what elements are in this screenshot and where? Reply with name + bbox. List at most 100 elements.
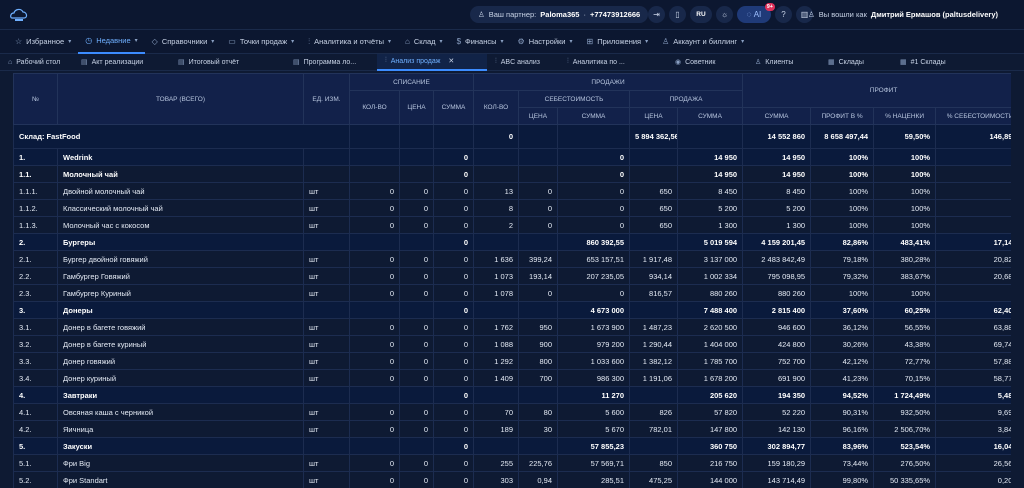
header-sales-qty[interactable]: КОЛ-ВО (473, 90, 519, 125)
table-cell: 207 235,05 (557, 267, 630, 285)
ai-assistant-button[interactable]: ◌ AI 9+ (737, 3, 775, 23)
table-row[interactable]: 2.2. Гамбургер Говяжий шт 0 0 0 1 073 193,14 207… (13, 267, 1011, 285)
header-profit-pct[interactable]: ПРОФИТ В % (810, 107, 875, 125)
table-row[interactable]: 3.1. Донер в багете говяжий шт 0 0 0 1 762 950 1… (13, 318, 1011, 336)
header-cost-sum[interactable]: СУММА (557, 107, 630, 125)
tab-4[interactable]: ⫶ Анализ продаж ✕ (377, 53, 487, 71)
nav-item-1[interactable]: ◷ Недавние ▾ (78, 30, 145, 54)
app-logo[interactable] (8, 6, 30, 24)
tab-0[interactable]: ⌂ Рабочий стол (0, 54, 73, 71)
table-row[interactable]: 4. Завтраки 0 11 270 205 620 194 350 94,52% 1 7… (13, 386, 1011, 404)
table-cell: 57,88% (935, 352, 1011, 370)
table-row[interactable]: Склад: FastFood 0 5 894 362,56 14 552 860 8 … (13, 124, 1011, 149)
row-number: 1.1.3. (13, 216, 58, 234)
table-row[interactable]: 3.3. Донер говяжий шт 0 0 0 1 292 800 1 033 600 1… (13, 352, 1011, 370)
tab-2[interactable]: ▤ Итоговый отчёт (170, 54, 285, 71)
table-row[interactable]: 5.2. Фри Standart шт 0 0 0 303 0,94 285,51 475,25… (13, 471, 1011, 488)
tab-7[interactable]: ◉ Советник (667, 54, 747, 71)
nav-icon: ⫶ (308, 36, 311, 46)
language-button[interactable]: RU (690, 6, 712, 23)
nav-item-4[interactable]: ⫶ Аналитика и отчёты ▾ (301, 30, 398, 54)
table-row[interactable]: 5. Закуски 0 57 855,23 360 750 302 894,77 83,9… (13, 437, 1011, 455)
table-row[interactable]: 5.1. Фри Big шт 0 0 0 255 225,76 57 569,71 850 216… (13, 454, 1011, 472)
table-row[interactable]: 2.3. Гамбургер Куриный шт 0 0 0 1 078 0 0 816,57 8… (13, 284, 1011, 302)
table-cell (349, 301, 400, 319)
table-cell (518, 233, 558, 251)
table-row[interactable]: 1. Wedrink 0 0 14 950 14 950 100% 100% (13, 148, 1011, 166)
header-profit-sum[interactable]: СУММА (742, 107, 812, 125)
tab-10[interactable]: ▦ #1 Склады (892, 54, 964, 71)
close-icon[interactable]: ✕ (448, 58, 455, 65)
nav-item-2[interactable]: ◇ Справочники ▾ (145, 30, 222, 54)
header-writeoff-sum[interactable]: СУММА (433, 90, 474, 125)
table-cell: шт (303, 216, 350, 234)
nav-item-5[interactable]: ⌂ Склад ▾ (398, 30, 450, 54)
table-cell: 1 078 (473, 284, 519, 302)
chevron-down-icon: ▾ (211, 39, 215, 45)
table-row[interactable]: 3.4. Донер куриный шт 0 0 0 1 409 700 986 300 1 1… (13, 369, 1011, 387)
table-cell (935, 182, 1011, 200)
table-row[interactable]: 4.1. Овсяная каша с черникой шт 0 0 0 70 80 5 60… (13, 403, 1011, 421)
row-number: 4.1. (13, 403, 58, 421)
layout-icon[interactable]: ▥ (796, 6, 813, 23)
table-row[interactable]: 2.1. Бургер двойной говяжий шт 0 0 0 1 636 399,… (13, 250, 1011, 268)
header-writeoff-qty[interactable]: КОЛ-ВО (349, 90, 400, 125)
table-cell: 0 (433, 403, 474, 421)
tab-1[interactable]: ▤ Акт реализации (73, 54, 170, 71)
header-writeoff-price[interactable]: ЦЕНА (399, 90, 434, 125)
table-cell: 0 (349, 420, 400, 438)
table-cell: 100% (873, 284, 937, 302)
help-icon[interactable]: ? (775, 6, 792, 23)
tab-6[interactable]: ⫶ Аналитика по ... (559, 54, 667, 71)
header-unit[interactable]: ЕД. ИЗМ. (303, 73, 350, 125)
theme-sun-icon[interactable]: ☼ (716, 6, 733, 23)
table-cell: 72,77% (873, 352, 937, 370)
nav-item-7[interactable]: ⚙ Настройки ▾ (511, 30, 580, 54)
table-row[interactable]: 3.2. Донер в багете куриный шт 0 0 0 1 088 900 9… (13, 335, 1011, 353)
nav-item-9[interactable]: ♙ Аккаунт и биллинг ▾ (655, 30, 751, 54)
table-cell: 0 (399, 284, 434, 302)
tab-5[interactable]: ⫶ ABC анализ (487, 54, 559, 71)
table-cell: 43,38% (873, 335, 937, 353)
table-row[interactable]: 1.1. Молочный чай 0 0 14 950 14 950 100% 100% (13, 165, 1011, 183)
table-row[interactable]: 2. Бургеры 0 860 392,55 5 019 594 4 159 201,4… (13, 233, 1011, 251)
header-item[interactable]: ТОВАР (ВСЕГО) (57, 73, 304, 125)
table-cell: 100% (810, 284, 875, 302)
table-cell: 146,89% (935, 124, 1011, 149)
table-row[interactable]: 4.2. Яичница шт 0 0 0 189 30 5 670 782,01 147 800 1… (13, 420, 1011, 438)
user-icon: ♙ (808, 10, 815, 19)
nav-icon: $ (456, 37, 462, 46)
table-row[interactable]: 1.1.2. Классический молочный чай шт 0 0 0 8 0 0 6… (13, 199, 1011, 217)
header-num[interactable]: № (13, 73, 58, 125)
header-cost-price[interactable]: ЦЕНА (518, 107, 558, 125)
nav-item-6[interactable]: $ Финансы ▾ (450, 30, 511, 54)
header-sale-price[interactable]: ЦЕНА (629, 107, 678, 125)
tab-9[interactable]: ▦ Склады (820, 54, 892, 71)
header-sale-sum[interactable]: СУММА (676, 107, 744, 125)
nav-item-0[interactable]: ☆ Избранное ▾ (8, 30, 78, 54)
user-menu[interactable]: ♙ Вы вошли как Дмитрий Ермашов (paltusde… (808, 10, 998, 19)
table-cell: шт (303, 420, 350, 438)
table-cell (473, 148, 519, 166)
table-cell: 826 (629, 403, 678, 421)
nav-item-3[interactable]: ▭ Точки продаж ▾ (221, 30, 301, 54)
header-markup-pct[interactable]: % НАЦЕНКИ (873, 107, 937, 125)
table-cell: 36,12% (810, 318, 875, 336)
product-name: Донер в багете говяжий (57, 318, 304, 336)
table-row[interactable]: 1.1.1. Двойной молочный чай шт 0 0 0 13 0 0 650 8 … (13, 182, 1011, 200)
sales-analysis-table-container[interactable]: № ТОВАР (ВСЕГО) ЕД. ИЗМ. СПИСАНИЕ ПРОДАЖ… (13, 73, 1011, 488)
table-row[interactable]: 1.1.3. Молочный час с кокосом шт 0 0 0 2 0 0 650 1… (13, 216, 1011, 234)
tab-8[interactable]: ♙ Клиенты (747, 54, 820, 71)
tab-bar: ⌂ Рабочий стол ▤ Акт реализации ▤ Итоговый от… (0, 53, 1024, 71)
table-cell: 1 300 (742, 216, 812, 234)
table-cell (473, 233, 519, 251)
table-cell: 0 (433, 369, 474, 387)
logout-icon[interactable]: ⇥ (648, 6, 665, 23)
table-cell (399, 386, 434, 404)
nav-item-8[interactable]: ⊞ Приложения ▾ (580, 30, 656, 54)
panel-toggle-icon[interactable]: ▯ (669, 6, 686, 23)
tab-3[interactable]: ▤ Программа ло... (285, 54, 377, 71)
table-row[interactable]: 3. Донеры 0 4 673 000 7 488 400 2 815 400 37,6… (13, 301, 1011, 319)
header-cost-pct[interactable]: % СЕБЕСТОИМОСТИ (935, 107, 1011, 125)
header-writeoff: СПИСАНИЕ (349, 73, 474, 91)
